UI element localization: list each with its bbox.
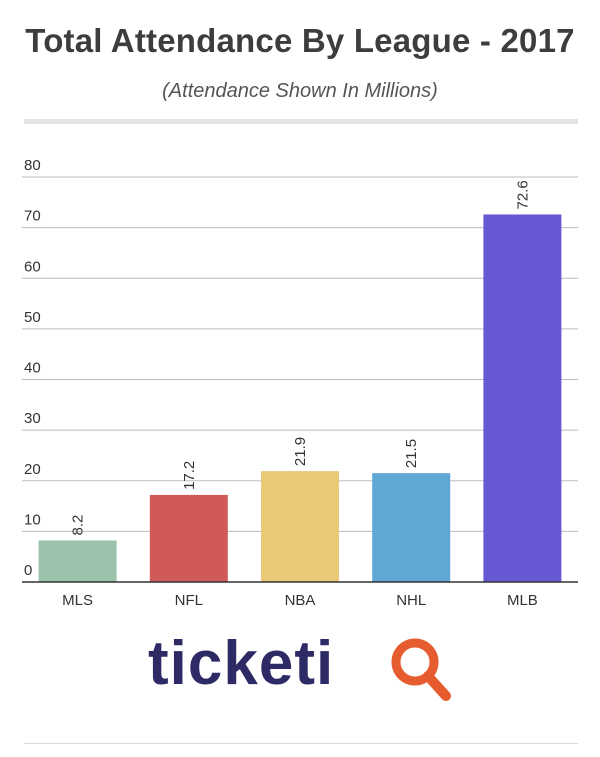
chart-subtitle: (Attendance Shown In Millions) [162, 80, 438, 102]
bar [372, 473, 451, 582]
bar [261, 471, 339, 582]
y-tick-label: 50 [24, 309, 41, 326]
x-tick-label: MLB [507, 592, 538, 609]
data-label: 21.9 [292, 437, 309, 466]
bar [483, 214, 562, 582]
x-tick-label: NHL [396, 592, 426, 609]
bar [149, 494, 228, 582]
y-tick-label: 70 [24, 208, 41, 225]
bar [38, 540, 117, 582]
y-tick-label: 20 [24, 461, 41, 478]
y-tick-label: 10 [24, 511, 41, 528]
bar-chart: 0 10 20 30 40 50 60 70 80 8.2 MLS 17.2 NFL 21.9 NBA 21.… [22, 157, 578, 609]
footer-divider [24, 743, 578, 744]
x-tick-label: NBA [285, 592, 316, 609]
data-label: 17.2 [181, 461, 198, 490]
ticketiq-logo: ticketi [148, 629, 451, 701]
data-label: 21.5 [403, 439, 420, 468]
x-tick-label: MLS [62, 592, 93, 609]
y-tick-label: 60 [24, 258, 41, 275]
y-tick-label: 40 [24, 360, 41, 377]
y-tick-label: 80 [24, 157, 41, 174]
data-label: 72.6 [514, 180, 531, 209]
header-divider [24, 119, 578, 124]
y-tick-label: 0 [24, 562, 32, 579]
x-tick-label: NFL [175, 592, 203, 609]
y-tick-label: 30 [24, 410, 41, 427]
data-label: 8.2 [70, 515, 87, 536]
svg-text:ticketi: ticketi [148, 629, 334, 698]
chart-title: Total Attendance By League - 2017 [25, 22, 575, 59]
